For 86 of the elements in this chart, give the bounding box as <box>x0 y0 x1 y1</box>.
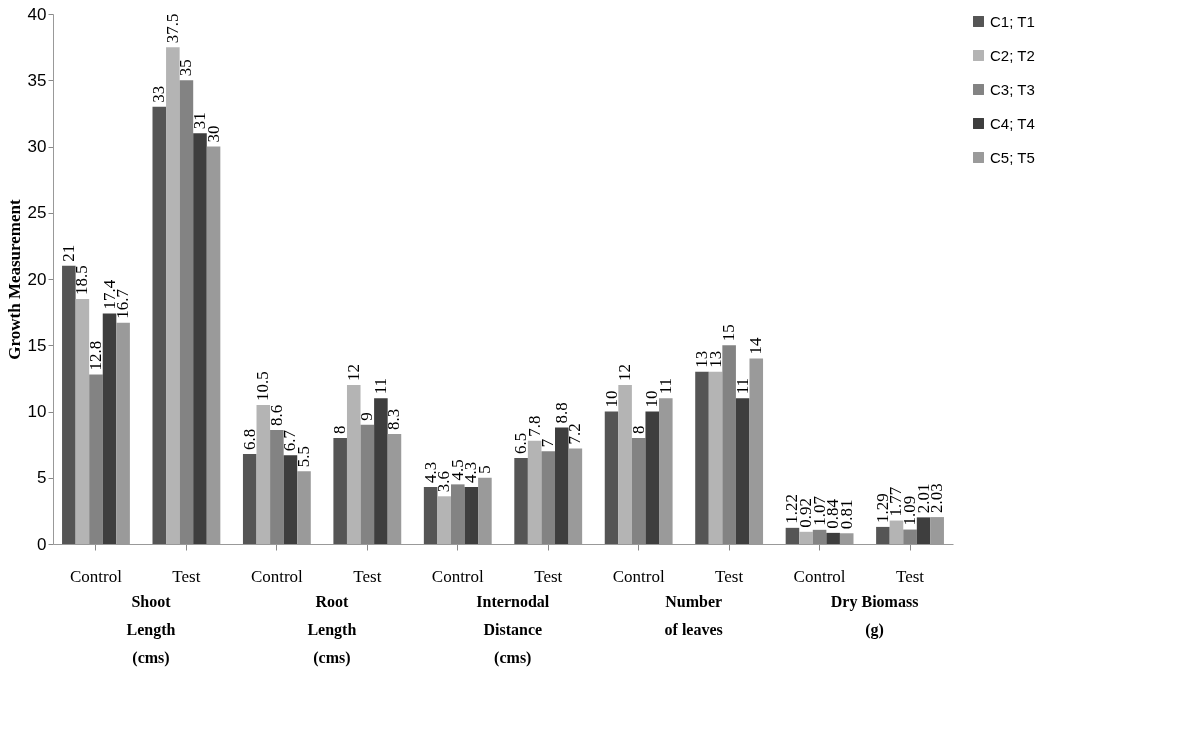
x-tick-label: Control <box>793 566 846 586</box>
data-label: 12.8 <box>85 340 105 371</box>
y-axis-title: Growth Measurement <box>4 198 24 360</box>
data-label: 31 <box>189 112 209 130</box>
text: Internodal Distance (cms) <box>476 593 550 667</box>
data-label: 6.8 <box>239 428 259 450</box>
bar <box>346 385 361 544</box>
data-label: 8 <box>330 425 350 434</box>
text: Number of leaves <box>664 593 723 638</box>
data-label: 7 <box>538 438 558 448</box>
text: Dry Biomass (g) <box>830 593 919 639</box>
bar <box>735 398 750 544</box>
y-tick-label: 40 <box>27 4 47 24</box>
y-tick-label: 15 <box>27 335 47 355</box>
x-tick-label: Control <box>431 566 485 586</box>
bar <box>799 531 813 544</box>
y-tick-label: 35 <box>27 70 47 90</box>
bar <box>437 496 451 544</box>
data-label: 7.2 <box>565 423 585 445</box>
data-label: 18.5 <box>72 265 92 295</box>
bar <box>333 438 347 544</box>
data-label: 11 <box>732 377 752 395</box>
y-tick-label: 10 <box>27 402 47 421</box>
data-label: 21 <box>58 244 78 262</box>
bar <box>876 526 890 544</box>
x-tick-label: Test <box>353 566 382 586</box>
x-tick-label: Test <box>895 566 925 586</box>
bar <box>283 455 298 544</box>
bar <box>464 487 479 544</box>
bar <box>604 411 619 544</box>
text: Shoot Length (cms) <box>126 593 176 667</box>
bar <box>193 133 207 544</box>
legend-label: C4; T4 <box>990 114 1035 132</box>
data-label: 9 <box>357 412 377 421</box>
legend-label: C3; T3 <box>990 80 1035 98</box>
bar <box>62 265 76 544</box>
x-tick-label: Test <box>534 566 563 586</box>
data-label: 12 <box>615 364 635 381</box>
bar <box>889 520 904 544</box>
data-label: 8.8 <box>551 402 571 424</box>
y-tick-label: 0 <box>37 534 47 554</box>
bar <box>423 487 438 544</box>
data-label: 14 <box>746 337 766 355</box>
x-tick-label: Control <box>69 566 123 586</box>
bar <box>826 532 840 544</box>
bar <box>695 371 709 544</box>
legend-label: C1; T1 <box>990 12 1035 30</box>
bar <box>242 453 257 544</box>
y-tick-label: 5 <box>37 468 47 488</box>
data-label: 35 <box>176 59 196 77</box>
x-tick-label: Test <box>715 566 744 586</box>
data-label: 8 <box>628 425 648 434</box>
legend-label: C2; T2 <box>990 46 1035 64</box>
data-label: 10.5 <box>253 371 273 401</box>
y-tick-label: 25 <box>27 203 47 223</box>
bar <box>75 298 90 544</box>
data-label: 5.5 <box>294 445 314 468</box>
bar <box>256 404 271 544</box>
bar <box>166 47 180 544</box>
data-label: 8.6 <box>266 404 286 427</box>
bar <box>618 385 632 544</box>
bar <box>152 106 167 544</box>
data-label: 13 <box>691 350 711 368</box>
data-label: 11 <box>370 377 390 395</box>
x-tick-label: Control <box>250 566 304 586</box>
data-label: 33 <box>149 85 169 103</box>
bar <box>645 411 660 544</box>
bar <box>102 313 117 544</box>
legend-label: C5; T5 <box>990 148 1035 166</box>
bar <box>785 527 800 544</box>
bar <box>374 398 388 544</box>
data-label: 37.5 <box>162 13 182 44</box>
y-tick-label: 20 <box>27 269 47 289</box>
bar <box>527 440 542 544</box>
x-tick-label: Control <box>612 566 665 586</box>
data-label: 10 <box>601 390 621 408</box>
data-label: 8.3 <box>384 408 404 431</box>
data-label: 15 <box>719 324 739 342</box>
bar <box>916 517 931 544</box>
y-tick-label: 30 <box>27 137 47 156</box>
text: Root Length (cms) <box>307 593 357 667</box>
bar <box>708 371 723 544</box>
data-label: 12 <box>343 364 363 381</box>
bar <box>514 457 528 544</box>
bar <box>555 427 569 544</box>
x-tick-label: Test <box>172 566 201 586</box>
